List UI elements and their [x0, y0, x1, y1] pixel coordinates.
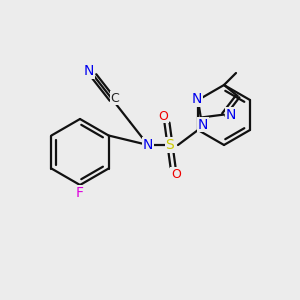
Text: N: N — [226, 108, 236, 122]
Text: O: O — [171, 167, 181, 181]
Text: N: N — [143, 138, 153, 152]
Text: N: N — [198, 118, 208, 131]
Text: F: F — [76, 186, 84, 200]
Text: O: O — [158, 110, 168, 122]
Text: N: N — [192, 92, 202, 106]
Text: S: S — [166, 138, 174, 152]
Text: C: C — [111, 92, 119, 104]
Text: N: N — [84, 64, 94, 78]
